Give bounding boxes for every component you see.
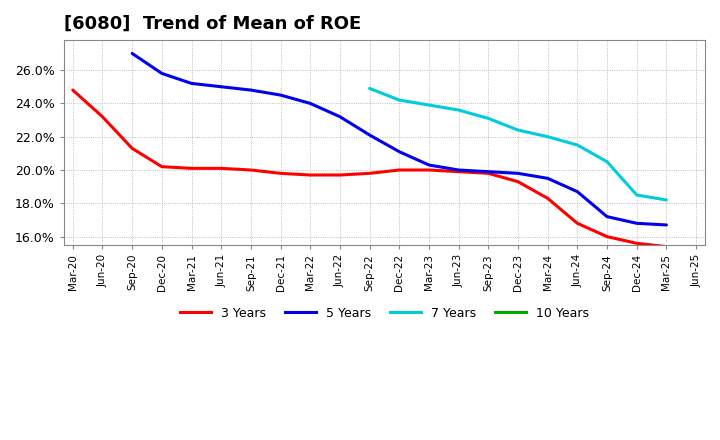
7 Years [662, 198, 671, 203]
5 Years [544, 176, 552, 181]
3 Years [544, 196, 552, 201]
Text: [6080]  Trend of Mean of ROE: [6080] Trend of Mean of ROE [64, 15, 361, 33]
3 Years [68, 88, 77, 93]
3 Years [662, 244, 671, 249]
5 Years [336, 114, 344, 119]
Legend: 3 Years, 5 Years, 7 Years, 10 Years: 3 Years, 5 Years, 7 Years, 10 Years [175, 302, 594, 325]
5 Years [128, 51, 137, 56]
7 Years [425, 103, 433, 108]
3 Years [98, 114, 107, 119]
3 Years [217, 166, 225, 171]
3 Years [603, 234, 611, 239]
7 Years [365, 86, 374, 91]
7 Years [454, 107, 463, 113]
5 Years [425, 162, 433, 168]
7 Years [573, 143, 582, 148]
7 Years [395, 97, 404, 103]
3 Years [187, 166, 196, 171]
3 Years [573, 221, 582, 226]
5 Years [246, 88, 255, 93]
5 Years [276, 92, 285, 98]
3 Years [158, 164, 166, 169]
7 Years [484, 116, 492, 121]
7 Years [632, 192, 641, 198]
3 Years [513, 179, 522, 184]
Line: 3 Years: 3 Years [73, 90, 667, 246]
7 Years [513, 128, 522, 133]
5 Years [187, 81, 196, 86]
5 Years [395, 149, 404, 154]
7 Years [603, 159, 611, 164]
3 Years [425, 167, 433, 172]
3 Years [306, 172, 315, 178]
Line: 5 Years: 5 Years [132, 53, 667, 225]
5 Years [662, 222, 671, 227]
3 Years [395, 167, 404, 172]
Line: 7 Years: 7 Years [369, 88, 667, 200]
5 Years [217, 84, 225, 89]
3 Years [276, 171, 285, 176]
5 Years [306, 101, 315, 106]
5 Years [454, 167, 463, 172]
5 Years [484, 169, 492, 174]
3 Years [246, 167, 255, 172]
3 Years [336, 172, 344, 178]
3 Years [454, 169, 463, 174]
5 Years [632, 221, 641, 226]
5 Years [603, 214, 611, 219]
5 Years [513, 171, 522, 176]
5 Years [365, 132, 374, 138]
7 Years [544, 134, 552, 139]
3 Years [484, 171, 492, 176]
3 Years [128, 146, 137, 151]
3 Years [632, 241, 641, 246]
5 Years [158, 71, 166, 76]
3 Years [365, 171, 374, 176]
5 Years [573, 189, 582, 194]
